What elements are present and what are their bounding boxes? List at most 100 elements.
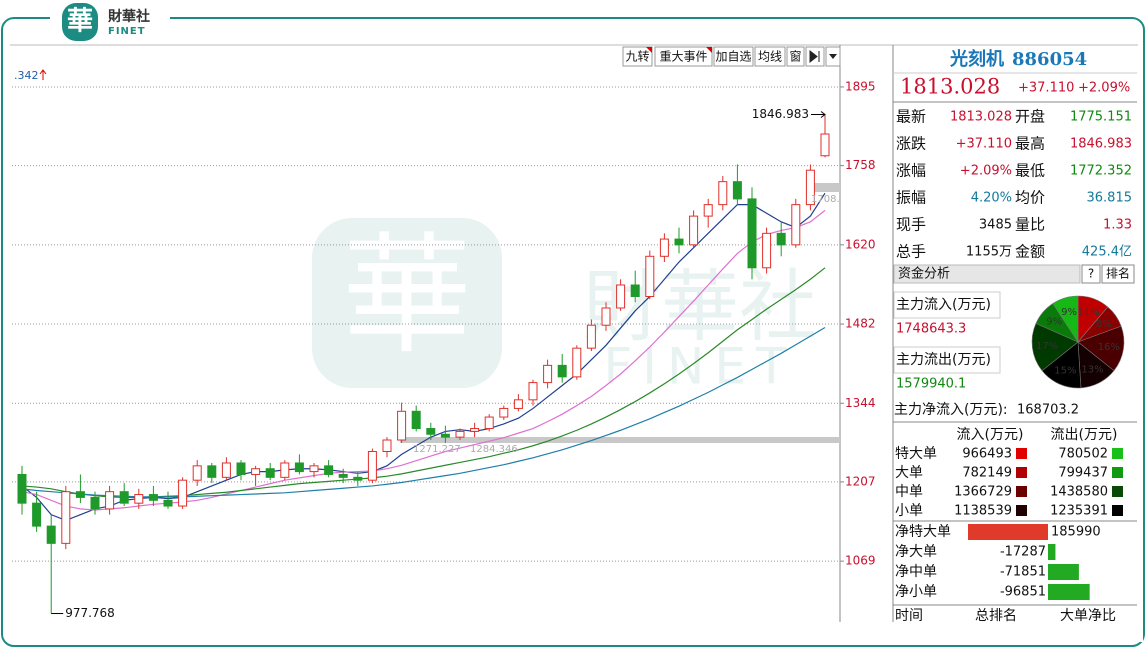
quote-value: 36.815	[1087, 191, 1133, 206]
quote-label: 现手	[896, 216, 926, 234]
y-tick-label: 1069	[845, 554, 876, 568]
main-box	[893, 291, 1001, 319]
watermark-mark: 華	[342, 220, 472, 372]
quote-value: 425.4亿	[1082, 245, 1132, 260]
y-tick-label: 1344	[845, 396, 876, 410]
price-band	[810, 183, 840, 192]
flow-out: 1235391	[1050, 504, 1108, 519]
quote-value: 1775.151	[1070, 110, 1132, 125]
candle-body	[353, 476, 363, 481]
y-tick-label: 1207	[845, 474, 876, 488]
candle-body	[221, 462, 231, 478]
candle-body	[762, 232, 772, 269]
flow-in: 1138539	[954, 504, 1012, 519]
candle-body	[324, 465, 334, 475]
candle-body	[513, 399, 523, 409]
flow-swatch	[1016, 448, 1027, 459]
quote-label: 金额	[1015, 243, 1045, 261]
candle-body	[572, 347, 582, 378]
main-net: 168703.2	[1017, 403, 1079, 418]
bottom-mask	[893, 622, 1143, 642]
quote-label: 最低	[1015, 162, 1045, 180]
flow-out: 780502	[1058, 447, 1108, 462]
pie-label: 16%	[1098, 342, 1120, 353]
toolbar-label: 九转	[625, 49, 649, 64]
flow-in: 782149	[962, 466, 1012, 481]
pie-label: 13%	[1081, 365, 1103, 376]
toolbar-button[interactable]	[713, 46, 754, 67]
funds-title: 资金分析	[898, 266, 950, 282]
candle-body	[499, 407, 509, 418]
funds-header	[893, 264, 1081, 284]
pie-slice	[1052, 295, 1079, 344]
candle-body	[90, 496, 100, 510]
logo-badge	[62, 3, 98, 41]
toolbar-button[interactable]	[622, 46, 653, 67]
candle-body	[382, 439, 392, 452]
candle-body	[586, 324, 596, 349]
candle-body	[470, 428, 480, 432]
candle-body	[207, 465, 217, 478]
candle-body	[528, 382, 538, 401]
pie-label: 11%	[1078, 308, 1100, 319]
help-button[interactable]	[1081, 264, 1101, 284]
candle-body	[367, 450, 377, 481]
toolbar-button[interactable]	[786, 46, 805, 67]
chart-note: 1271.227	[413, 444, 461, 455]
y-tick-label: 1620	[845, 237, 876, 251]
watermark-badge	[312, 218, 502, 388]
toolbar-flag	[646, 47, 652, 53]
net-bar	[968, 524, 1048, 540]
candle-body	[192, 465, 202, 481]
pie-slice	[1031, 322, 1079, 372]
candle-body	[674, 238, 684, 246]
pie-label: 9%	[1061, 307, 1077, 318]
logo-sub: FINET	[108, 26, 146, 37]
flow-swatch	[1112, 467, 1123, 478]
candle-body	[543, 364, 553, 384]
candle-body	[61, 491, 71, 544]
candle-body	[440, 433, 450, 438]
candle-body	[484, 416, 494, 430]
watermark-sub: FINET	[603, 338, 796, 396]
toolbar-icon	[829, 54, 837, 59]
moving-average	[21, 209, 826, 511]
panel-price: 1813.028	[900, 75, 1000, 99]
net-bar	[1048, 544, 1056, 560]
toolbar-label: 窗	[789, 50, 801, 64]
toolbar-button[interactable]	[754, 46, 786, 67]
candle-body	[791, 204, 801, 246]
flow-swatch	[1016, 467, 1027, 478]
net-label: 净大单	[895, 544, 937, 560]
candle-body	[805, 169, 815, 206]
candle-body	[411, 410, 421, 430]
flow-swatch	[1112, 448, 1123, 459]
quote-value: 1813.028	[950, 110, 1012, 125]
net-label: 净小单	[895, 584, 937, 600]
quote-value: 1846.983	[1070, 137, 1132, 152]
quote-label: 最高	[1015, 135, 1045, 153]
candle-body	[148, 494, 158, 501]
rank-button[interactable]	[1101, 264, 1135, 284]
candle-body	[236, 462, 246, 475]
panel-change: +37.110	[1018, 81, 1074, 96]
y-tick-label: 1758	[845, 158, 876, 172]
bottom-header: 时间	[895, 608, 923, 624]
toolbar-label: 加自选	[715, 50, 751, 64]
pie-label: 8%	[1096, 319, 1112, 330]
candle-body	[338, 473, 348, 478]
candle-body	[718, 181, 728, 206]
toolbar-button[interactable]	[654, 46, 713, 67]
bottom-header: 总排名	[975, 608, 1017, 624]
quote-value: 1.33	[1103, 218, 1132, 233]
rank-label: 排名	[1106, 266, 1130, 281]
flow-in: 1366729	[954, 485, 1012, 500]
main-out: 1579940.1	[896, 377, 966, 392]
flow-name: 中单	[895, 484, 923, 500]
help-label: ?	[1088, 267, 1094, 281]
net-label: 净中单	[895, 564, 937, 580]
logo-name: 財華社	[107, 8, 150, 25]
candle-body	[280, 462, 290, 478]
candle-body	[251, 468, 261, 475]
candle-body	[32, 502, 42, 527]
